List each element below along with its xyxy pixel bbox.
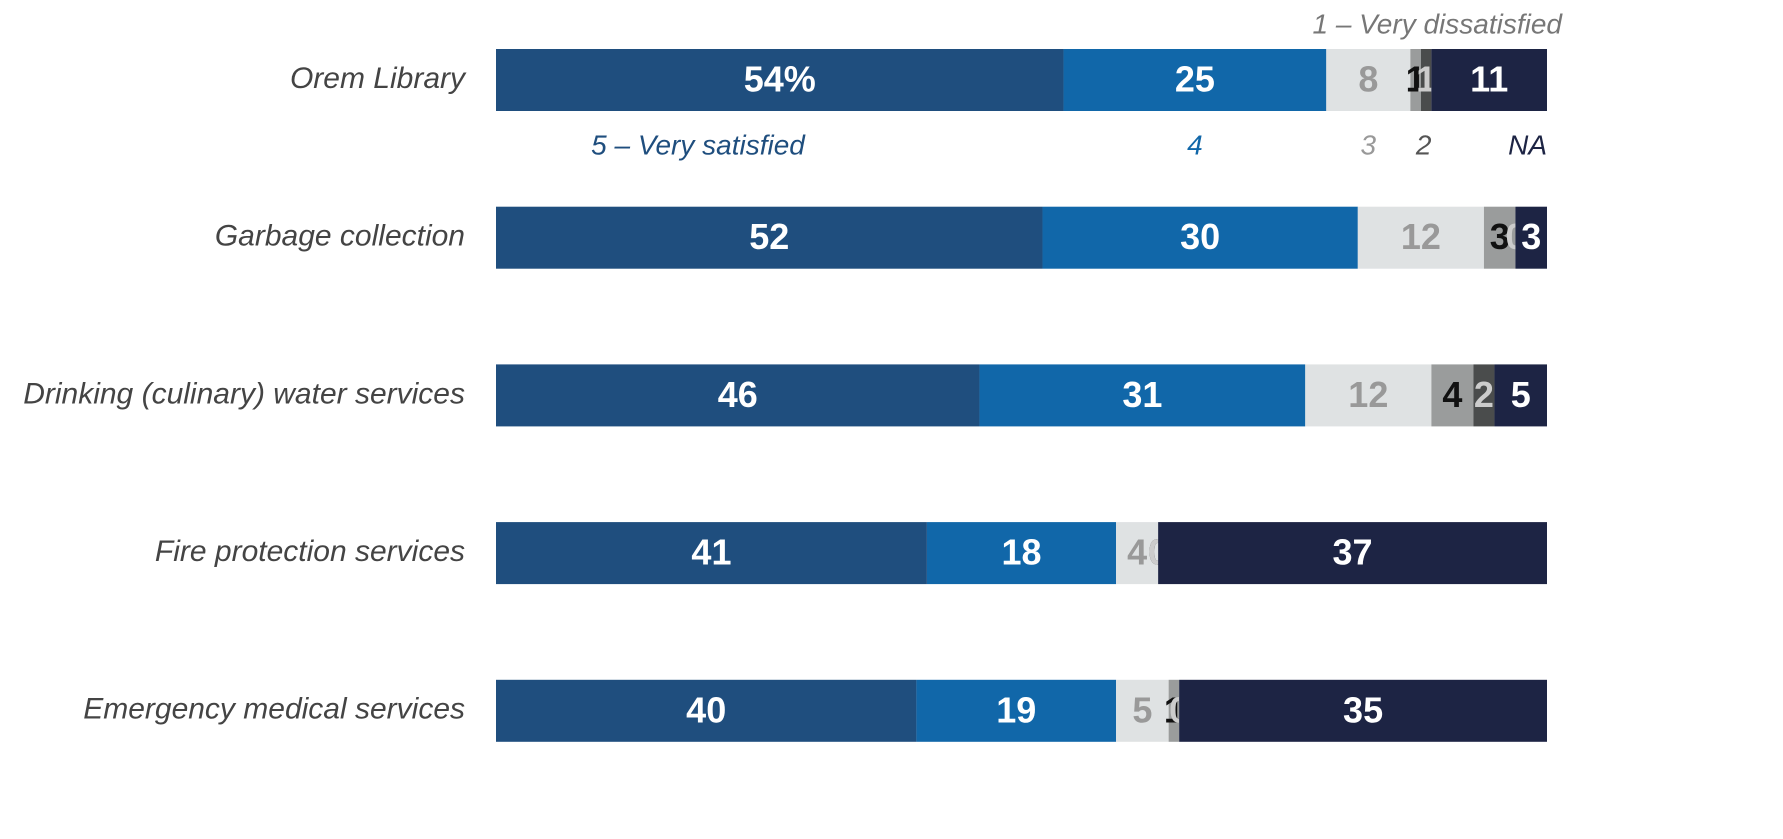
value-label: 31 [1122,374,1162,415]
value-label: 8 [1358,59,1378,100]
legend-label: 3 [1361,129,1377,160]
value-label: 40 [686,689,726,730]
value-label: 5 [1132,689,1152,730]
bar-segment [1515,206,1547,269]
bar-segment [1357,206,1484,269]
bar-segment [496,679,917,742]
value-label: 46 [718,374,758,415]
value-label: 4 [1127,532,1147,573]
value-label: 30 [1180,216,1220,257]
bar-segment [1473,364,1495,427]
bar-segment [1483,206,1516,269]
value-label: 12 [1401,216,1441,257]
bar-segment [1116,679,1169,742]
value-label: 1 [1406,59,1426,100]
bar-segment [496,364,980,427]
value-label: 25 [1175,59,1215,100]
bar-segment [496,206,1043,269]
bar-segment [1158,522,1547,585]
bar-segment [1305,364,1432,427]
bar-segment [1326,49,1411,111]
value-label: 3 [1490,216,1510,257]
category-label: Emergency medical services [83,693,465,726]
bar-segment [1116,522,1159,585]
value-label: 37 [1333,532,1373,573]
legend-label: 5 – Very satisfied [591,129,806,160]
value-label: 4 [1442,374,1462,415]
category-label: Fire protection services [155,535,465,568]
bar-segment [1063,49,1327,111]
bar-segment [926,522,1117,585]
bar-segment [496,49,1064,111]
value-label: 35 [1343,689,1383,730]
legend-label: 2 [1415,129,1432,160]
value-label: 1 [1164,689,1184,730]
legend-label: 1 – Very dissatisfied [1312,8,1563,39]
value-label: 19 [996,689,1036,730]
bar-segment [496,522,927,585]
bar-segment [1168,679,1180,742]
category-label: Drinking (culinary) water services [23,377,465,410]
value-label: 12 [1348,374,1388,415]
bar-segment [1431,364,1474,427]
value-label: 54% [744,59,816,100]
value-label: 11 [1470,59,1508,100]
bar-segment [979,364,1306,427]
bar-segment [1410,49,1421,111]
value-label: 18 [1001,532,1041,573]
value-label: 2 [1474,374,1494,415]
bar-segment [1420,49,1432,111]
bar-segment [916,679,1117,742]
bar-segment [1431,49,1547,111]
bar-segment [1042,206,1358,269]
bar-segment [1179,679,1547,742]
category-label: Orem Library [290,62,467,95]
legend-label: NA [1508,129,1547,160]
value-label: 3 [1521,216,1541,257]
value-label: 5 [1511,374,1531,415]
legend-label: 4 [1187,129,1203,160]
value-label: 1 [1416,59,1436,100]
category-label: Garbage collection [215,220,465,253]
value-label: 41 [691,532,731,573]
bar-segment [1494,364,1547,427]
value-label: 52 [749,216,789,257]
